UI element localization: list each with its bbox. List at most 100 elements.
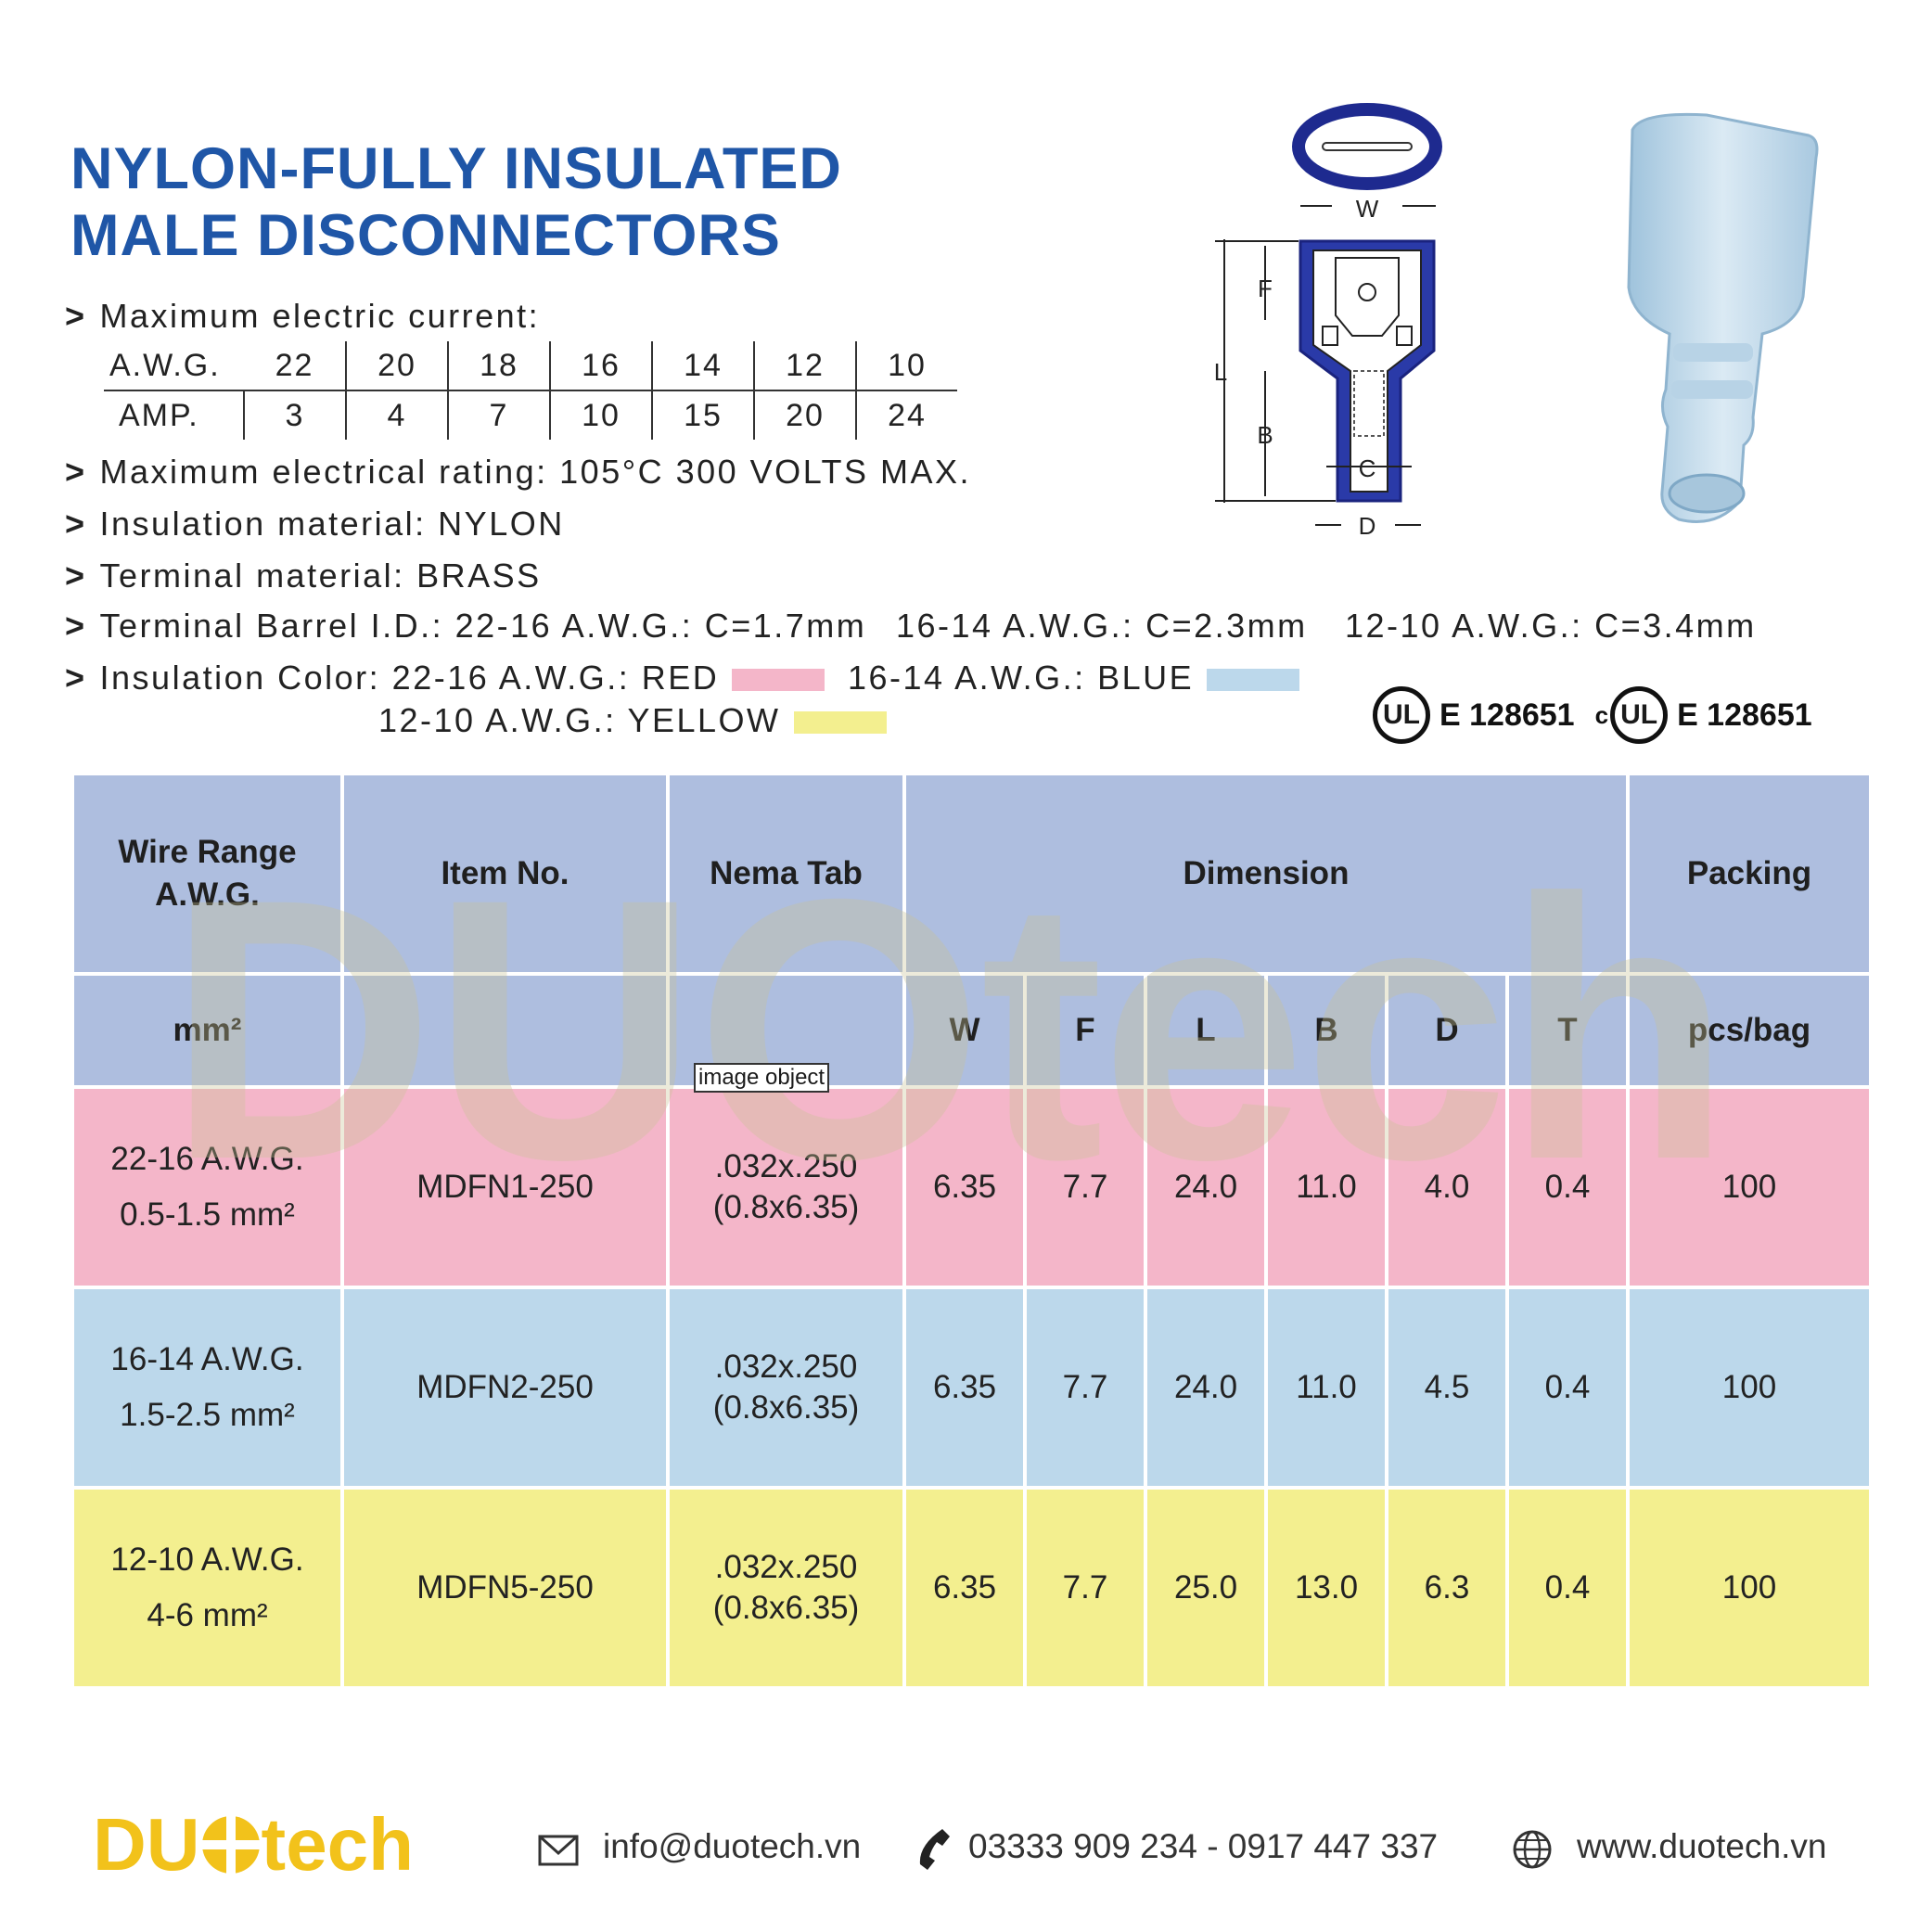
spec-max-current: > Maximum electric current: — [65, 297, 541, 335]
cell-item: MDFN2-250 — [340, 1286, 670, 1490]
cell-item: MDFN1-250 — [340, 1085, 670, 1289]
phone-icon — [919, 1829, 950, 1870]
cell-f: 7.7 — [1023, 1286, 1147, 1490]
footer-website[interactable]: www.duotech.vn — [1577, 1827, 1827, 1865]
cell-pack: 100 — [1626, 1085, 1873, 1289]
header-t: T — [1505, 972, 1630, 1089]
awg-value: 16 — [549, 341, 652, 391]
d-label: D — [1359, 512, 1376, 540]
cell-t: 0.4 — [1505, 1085, 1630, 1289]
cell-l: 24.0 — [1144, 1286, 1268, 1490]
awg-value: 22 — [244, 341, 346, 391]
header-w: W — [902, 972, 1027, 1089]
footer-logo: DU tech — [93, 1803, 415, 1886]
cell-t: 0.4 — [1505, 1286, 1630, 1490]
globe-icon — [1513, 1830, 1552, 1869]
amp-value: 15 — [651, 390, 754, 440]
header-mm2: mm² — [70, 972, 344, 1089]
cul-prefix: c — [1594, 700, 1609, 729]
barrel — [1353, 370, 1385, 437]
cell-b: 11.0 — [1264, 1286, 1388, 1490]
image-object-label: image object — [694, 1063, 830, 1093]
cell-w: 6.35 — [902, 1486, 1027, 1690]
footer-phone[interactable]: 03333 909 234 - 0917 447 337 — [968, 1827, 1439, 1865]
spec-terminal-material: > Terminal material: BRASS — [65, 557, 542, 595]
cell-item: MDFN5-250 — [340, 1486, 670, 1690]
awg-value: 14 — [651, 341, 754, 391]
cell-w: 6.35 — [902, 1286, 1027, 1490]
cell-tab: .032x.250 (0.8x6.35) — [666, 1286, 906, 1490]
table-row: 16-14 A.W.G. 1.5-2.5 mm² MDFN2-250 .032x.… — [70, 1286, 1873, 1490]
cell-b: 11.0 — [1264, 1085, 1388, 1289]
amp-value: 10 — [549, 390, 652, 440]
cell-l: 24.0 — [1144, 1085, 1268, 1289]
awg-value: 10 — [855, 341, 957, 391]
cell-l: 25.0 — [1144, 1486, 1268, 1690]
tab-detent-right — [1396, 326, 1413, 346]
page-title: NYLON-FULLY INSULATED MALE DISCONNECTORS — [70, 135, 842, 269]
certifications: UL E 128651 c UL E 128651 — [1373, 686, 1812, 744]
cell-d: 4.5 — [1385, 1286, 1509, 1490]
end-view-tab — [1322, 142, 1413, 151]
product-photo — [1627, 112, 1819, 523]
header-d: D — [1385, 972, 1509, 1089]
spec-color-blue: 16-14 A.W.G.: BLUE — [848, 659, 1300, 697]
amp-value: 4 — [345, 390, 448, 440]
cell-wire-range: 16-14 A.W.G. 1.5-2.5 mm² — [70, 1286, 344, 1490]
header-packing: Packing — [1626, 772, 1873, 976]
cul-number: E 128651 — [1677, 697, 1812, 733]
terminal-drawing: W L F B C D — [1214, 103, 1442, 540]
footer-email[interactable]: info@duotech.vn — [603, 1827, 862, 1865]
l-label: L — [1214, 358, 1227, 386]
red-swatch — [732, 669, 825, 692]
header-nema-tab: Nema Tab — [666, 772, 906, 976]
amp-table: A.W.G. 22 20 18 16 14 12 10 AMP. 3 4 7 1… — [104, 341, 957, 440]
awg-value: 12 — [753, 341, 856, 391]
title-line-2: MALE DISCONNECTORS — [70, 203, 781, 268]
spec-color-yellow: 12-10 A.W.G.: YELLOW — [378, 701, 887, 740]
header-wire-range: Wire Range A.W.G. — [70, 772, 344, 976]
connector-ridge — [1671, 380, 1753, 399]
awg-label: A.W.G. — [104, 341, 244, 391]
spec-barrel: > Terminal Barrel I.D.: 22-16 A.W.G.: C=1… — [65, 607, 867, 645]
amp-value: 7 — [447, 390, 550, 440]
table-row: 22-16 A.W.G. 0.5-1.5 mm² MDFN1-250 .032x.… — [70, 1085, 1873, 1289]
w-label: W — [1356, 195, 1379, 223]
ul-logo-icon: UL — [1373, 686, 1430, 744]
cell-d: 4.0 — [1385, 1085, 1509, 1289]
c-label: C — [1359, 454, 1376, 482]
b-label: B — [1257, 421, 1273, 449]
table-row: 12-10 A.W.G. 4-6 mm² MDFN5-250 .032x.250(… — [70, 1486, 1873, 1690]
header-dimension: Dimension — [902, 772, 1630, 976]
logo-circle-icon — [201, 1816, 260, 1874]
spec-color: > Insulation Color: 22-16 A.W.G.: RED — [65, 659, 825, 697]
mail-icon — [538, 1835, 579, 1866]
cell-pack: 100 — [1626, 1286, 1873, 1490]
header-f: F — [1023, 972, 1147, 1089]
amp-value: 3 — [243, 390, 346, 440]
cell-b: 13.0 — [1264, 1486, 1388, 1690]
connector-ridge — [1673, 343, 1753, 362]
cell-f: 7.7 — [1023, 1486, 1147, 1690]
awg-value: 20 — [345, 341, 448, 391]
header-item-no: Item No. — [340, 772, 670, 976]
spec-rating: > Maximum electrical rating: 105°C 300 VO… — [65, 453, 972, 491]
blue-swatch — [1207, 669, 1300, 692]
connector-mouth — [1668, 473, 1746, 514]
spec-table: Wire Range A.W.G. Item No. Nema Tab Dime… — [70, 772, 1873, 1690]
tab-detent-left — [1322, 326, 1338, 346]
spec-insulation-material: > Insulation material: NYLON — [65, 505, 565, 543]
header-pcs: pcs/bag — [1626, 972, 1873, 1089]
spec-barrel-3: 12-10 A.W.G.: C=3.4mm — [1345, 607, 1757, 645]
awg-value: 18 — [447, 341, 550, 391]
tab-hole — [1358, 283, 1376, 301]
connector-body — [1627, 112, 1819, 523]
cell-t: 0.4 — [1505, 1486, 1630, 1690]
amp-value: 20 — [753, 390, 856, 440]
header-item-blank — [340, 972, 670, 1089]
cell-w: 6.35 — [902, 1085, 1027, 1289]
yellow-swatch — [793, 711, 887, 735]
cell-pack: 100 — [1626, 1486, 1873, 1690]
cell-f: 7.7 — [1023, 1085, 1147, 1289]
cul-logo-icon: UL — [1610, 686, 1669, 744]
